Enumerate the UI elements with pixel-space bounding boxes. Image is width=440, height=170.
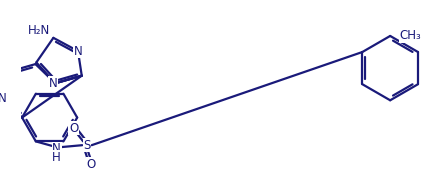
Text: O: O bbox=[69, 122, 78, 135]
Text: O: O bbox=[86, 158, 95, 170]
Text: N: N bbox=[0, 92, 7, 105]
Text: N: N bbox=[73, 45, 82, 58]
Text: N: N bbox=[49, 77, 58, 90]
Text: H: H bbox=[52, 151, 61, 164]
Text: H₂N: H₂N bbox=[28, 24, 51, 37]
Text: N: N bbox=[52, 142, 61, 156]
Text: S: S bbox=[83, 139, 91, 152]
Text: CH₃: CH₃ bbox=[400, 29, 422, 42]
